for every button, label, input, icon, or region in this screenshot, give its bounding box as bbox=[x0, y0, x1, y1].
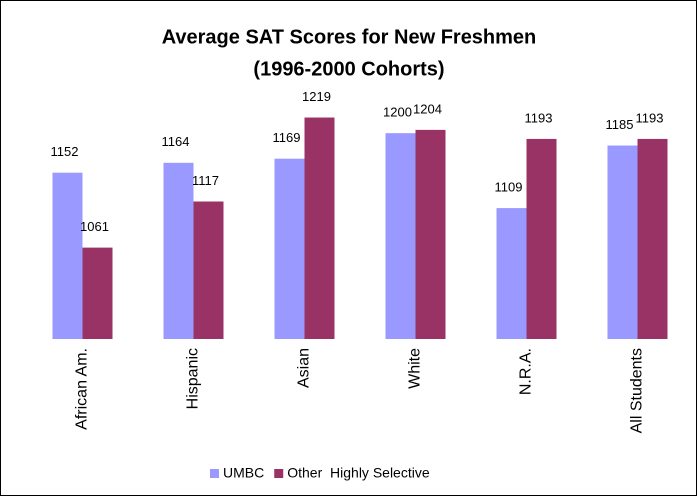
bar bbox=[496, 208, 527, 339]
bar bbox=[526, 138, 557, 339]
value-label: 1200 bbox=[383, 105, 412, 120]
x-tick-label: Asian bbox=[296, 348, 313, 388]
value-label: 1193 bbox=[636, 110, 664, 125]
bar bbox=[274, 158, 305, 339]
x-tick-label: All Students bbox=[629, 348, 646, 433]
legend-swatch bbox=[274, 469, 284, 478]
bar bbox=[415, 129, 446, 339]
legend-swatch bbox=[210, 469, 219, 478]
bar bbox=[304, 117, 335, 339]
value-label: 1185 bbox=[606, 117, 634, 132]
value-label: 1193 bbox=[525, 110, 553, 125]
bar bbox=[82, 247, 113, 339]
value-label: 1061 bbox=[80, 219, 109, 234]
chart-title: Average SAT Scores for New Freshmen bbox=[162, 26, 537, 48]
chart-title: (1996-2000 Cohorts) bbox=[253, 58, 444, 80]
value-label: 1169 bbox=[273, 130, 301, 145]
value-label: 1219 bbox=[302, 89, 331, 104]
legend-label: UMBC bbox=[223, 465, 264, 481]
legend-label: Other Highly Selective bbox=[287, 465, 430, 481]
bar bbox=[385, 133, 416, 339]
value-label: 1164 bbox=[162, 134, 190, 149]
value-label: 1152 bbox=[51, 144, 79, 159]
x-tick-label: African Am. bbox=[74, 348, 91, 430]
value-label: 1117 bbox=[192, 173, 219, 188]
bar bbox=[163, 162, 194, 339]
value-label: 1204 bbox=[413, 101, 442, 116]
bar bbox=[607, 145, 638, 339]
x-tick-label: White bbox=[407, 348, 424, 389]
x-tick-label: Hispanic bbox=[185, 348, 202, 409]
bar bbox=[637, 138, 668, 339]
x-tick-label: N.R.A. bbox=[518, 348, 535, 395]
value-label: 1109 bbox=[495, 180, 523, 195]
bar bbox=[52, 172, 83, 339]
bar bbox=[193, 201, 224, 339]
